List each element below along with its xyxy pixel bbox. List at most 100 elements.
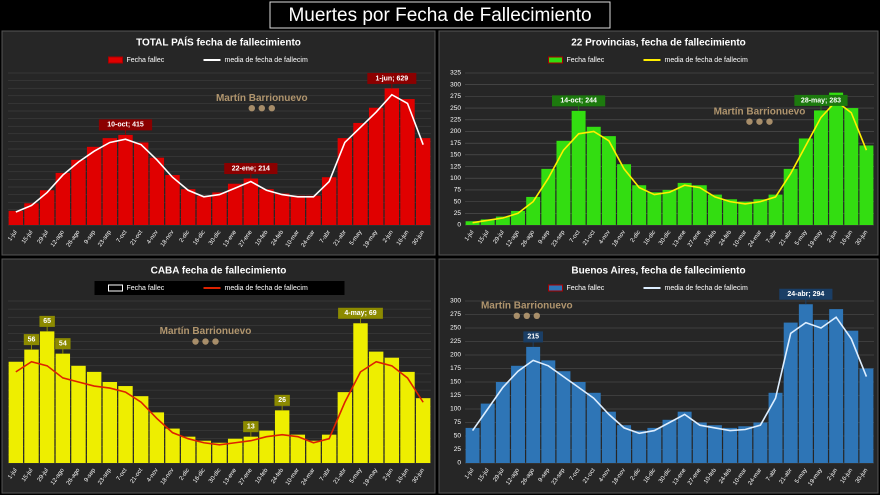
bar xyxy=(495,382,510,463)
y-tick-label: 50 xyxy=(454,433,462,440)
bar xyxy=(149,157,165,225)
watermark-icon xyxy=(202,338,209,345)
y-tick-label: 50 xyxy=(454,198,462,205)
legend-label: media de fecha de fallecim xyxy=(225,285,308,292)
bar xyxy=(353,122,368,225)
bar xyxy=(617,425,632,463)
bar xyxy=(118,386,133,463)
watermark-icon xyxy=(513,312,520,319)
bar xyxy=(102,138,118,225)
bar xyxy=(243,436,259,463)
annotation: 4-may; 69 xyxy=(344,310,376,317)
bar xyxy=(723,199,738,225)
chart-title: 22 Provincias, fecha de fallecimiento xyxy=(571,38,746,49)
y-tick-label: 175 xyxy=(450,140,461,147)
y-tick-label: 250 xyxy=(450,325,461,332)
bar xyxy=(196,440,212,463)
annotation: 10-oct; 415 xyxy=(107,122,144,129)
chart-title: CABA fecha de fallecimiento xyxy=(151,266,287,277)
y-tick-label: 75 xyxy=(454,187,462,194)
bar xyxy=(556,371,571,463)
bar xyxy=(259,189,274,225)
legend-label: media de fecha de fallecim xyxy=(665,285,748,292)
annotation: 65 xyxy=(43,318,51,325)
chart-title: Buenos Aires, fecha de fallecimiento xyxy=(571,266,745,277)
bar xyxy=(541,360,556,463)
bar xyxy=(400,99,415,225)
annotation-box xyxy=(274,394,290,406)
y-tick-label: 225 xyxy=(450,116,461,123)
bar xyxy=(384,88,400,225)
y-tick-label: 125 xyxy=(450,163,461,170)
bar xyxy=(259,430,274,463)
bar xyxy=(415,398,431,463)
bar xyxy=(677,411,692,463)
y-tick-label: 150 xyxy=(450,152,461,159)
watermark-icon xyxy=(212,338,219,345)
legend-swatch xyxy=(548,56,563,64)
bar xyxy=(306,440,321,463)
y-tick-label: 175 xyxy=(450,365,461,372)
bar xyxy=(586,126,601,225)
y-tick-label: 225 xyxy=(450,338,461,345)
average-line xyxy=(15,360,424,446)
y-tick-label: 300 xyxy=(450,298,461,305)
annotation-box xyxy=(39,315,55,327)
bar xyxy=(768,392,783,463)
y-tick-label: 0 xyxy=(457,222,461,229)
annotation: 56 xyxy=(28,336,36,343)
bar xyxy=(39,190,55,225)
x-tick-label: 1-jul xyxy=(7,468,18,481)
bar xyxy=(384,357,400,463)
annotation-box xyxy=(338,307,383,319)
bar xyxy=(465,221,480,225)
bar xyxy=(586,392,601,463)
annotation: 28-may; 283 xyxy=(801,97,841,104)
watermark-icon xyxy=(248,105,255,112)
bar xyxy=(859,145,874,225)
watermark-icon xyxy=(192,338,199,345)
average-line xyxy=(472,99,868,224)
bar xyxy=(55,172,71,225)
x-tick-label: 1-jul xyxy=(464,468,475,481)
bar xyxy=(243,178,259,225)
bar xyxy=(753,199,768,225)
annotation-box xyxy=(243,421,259,433)
annotation: 1-jun; 629 xyxy=(375,75,408,82)
bar xyxy=(8,361,24,463)
chart-title: TOTAL PAÍS fecha de fallecimiento xyxy=(136,36,301,49)
bar xyxy=(662,189,677,225)
bar xyxy=(511,365,525,463)
bar xyxy=(480,403,495,463)
bar xyxy=(526,346,541,463)
bar xyxy=(290,195,306,225)
watermark-icon xyxy=(756,118,763,125)
bar xyxy=(368,351,384,463)
legend-label: Fecha fallec xyxy=(127,285,165,292)
y-tick-label: 75 xyxy=(454,419,462,426)
bar xyxy=(647,427,662,463)
average-line xyxy=(471,316,868,435)
bar xyxy=(844,330,859,463)
bar xyxy=(165,175,180,225)
bar xyxy=(212,442,227,463)
annotation-box xyxy=(552,95,606,107)
annotation: 54 xyxy=(59,340,67,347)
bar xyxy=(274,193,290,225)
bar xyxy=(662,419,677,463)
bar xyxy=(571,382,586,463)
watermark-icon xyxy=(258,105,265,112)
annotation: 22-ene; 214 xyxy=(232,165,270,172)
annotation-box xyxy=(779,288,833,300)
bar xyxy=(118,134,133,225)
annotation: 14-oct; 244 xyxy=(560,98,597,105)
watermark: Martín Barrionuevo xyxy=(481,300,573,311)
bar xyxy=(465,427,480,463)
bar xyxy=(601,411,616,463)
bar xyxy=(24,349,39,463)
bar xyxy=(738,426,753,463)
average-line xyxy=(15,93,424,213)
bar xyxy=(814,319,828,463)
bar xyxy=(556,140,571,225)
